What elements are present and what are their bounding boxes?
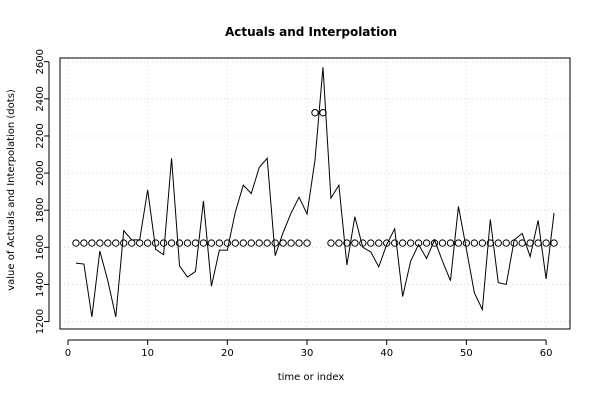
interpolation-point <box>287 239 295 247</box>
interpolation-point <box>486 239 495 247</box>
interpolation-point <box>255 239 263 247</box>
interpolation-point <box>135 239 144 247</box>
interpolation-point <box>430 239 439 247</box>
interpolation-point <box>183 239 192 247</box>
interpolation-point <box>550 239 558 247</box>
interpolation-point <box>271 239 279 247</box>
interpolation-point <box>96 239 104 247</box>
interpolation-point <box>311 109 319 117</box>
y-tick-label: 1600 <box>35 235 46 260</box>
y-tick-label: 1200 <box>35 309 46 334</box>
interpolation-point <box>88 239 96 247</box>
interpolation-point <box>462 239 471 247</box>
interpolation-point <box>518 239 526 247</box>
interpolation-point <box>167 239 176 247</box>
interpolation-point <box>72 239 80 247</box>
x-tick-label: 60 <box>540 348 553 359</box>
interpolation-point <box>478 239 487 247</box>
interpolation-point <box>151 239 160 247</box>
y-tick-label: 1400 <box>35 272 46 297</box>
interpolation-point <box>231 239 240 247</box>
interpolation-point <box>375 239 383 247</box>
x-tick-label: 0 <box>65 348 71 359</box>
y-tick-label: 2200 <box>35 123 46 148</box>
interpolation-point <box>295 239 303 247</box>
x-tick-label: 20 <box>221 348 234 359</box>
interpolation-point <box>319 109 327 117</box>
x-tick-label: 50 <box>460 348 473 359</box>
x-tick-label: 10 <box>141 348 154 359</box>
interpolation-point <box>263 239 271 247</box>
interpolation-point <box>406 239 415 247</box>
y-axis-label: value of Actuals and Interpolation (dots… <box>6 89 17 291</box>
series-layer <box>72 67 558 318</box>
interpolation-point <box>128 239 136 247</box>
interpolation-point <box>438 239 447 247</box>
interpolation-point <box>367 239 375 247</box>
x-axis: 0 10 20 30 40 50 60 <box>65 339 553 359</box>
interpolation-point <box>502 239 510 247</box>
y-tick-label: 2400 <box>35 86 46 111</box>
interpolation-point <box>390 239 399 247</box>
y-tick-label: 1800 <box>35 197 46 222</box>
interpolation-point <box>446 239 455 247</box>
plot-frame <box>59 57 571 330</box>
interpolation-point <box>104 239 112 247</box>
x-axis-label: time or index <box>278 372 345 383</box>
interpolation-point <box>526 239 534 247</box>
x-tick-label: 30 <box>301 348 314 359</box>
interpolation-point <box>494 239 502 247</box>
interpolation-point <box>454 239 463 247</box>
y-tick-label: 2000 <box>35 160 46 185</box>
interpolation-point <box>247 239 255 247</box>
interpolation-point <box>542 239 550 247</box>
interpolation-point <box>327 239 335 247</box>
y-axis: 1200 1400 1600 1800 2000 2200 2400 2600 <box>35 49 50 334</box>
interpolation-point <box>470 239 479 247</box>
interpolation-point <box>422 239 431 247</box>
interpolation-point <box>239 239 247 247</box>
interpolation-point <box>303 239 311 247</box>
interpolation-point <box>335 239 343 247</box>
interpolation-point <box>80 239 88 247</box>
interpolation-point <box>159 239 168 247</box>
interpolation-point <box>359 239 367 247</box>
interpolation-point <box>191 239 200 247</box>
chart-title: Actuals and Interpolation <box>225 25 397 39</box>
interpolation-point <box>534 239 542 247</box>
interpolation-point <box>510 239 518 247</box>
y-tick-label: 2600 <box>35 49 46 74</box>
interpolation-point <box>175 239 184 247</box>
interpolation-point <box>343 239 351 247</box>
interpolation-point <box>351 239 359 247</box>
x-tick-label: 40 <box>380 348 393 359</box>
interpolation-point <box>120 239 128 247</box>
interpolation-point <box>398 239 407 247</box>
interpolation-point <box>199 239 208 247</box>
interpolation-point <box>215 239 224 247</box>
interpolation-point <box>223 239 232 247</box>
interpolation-point <box>143 239 152 247</box>
interpolation-point <box>112 239 120 247</box>
interpolation-point <box>279 239 287 247</box>
interpolation-point <box>207 239 216 247</box>
actuals-line <box>75 67 555 318</box>
interpolation-point <box>383 239 391 247</box>
interpolation-point <box>414 239 423 247</box>
